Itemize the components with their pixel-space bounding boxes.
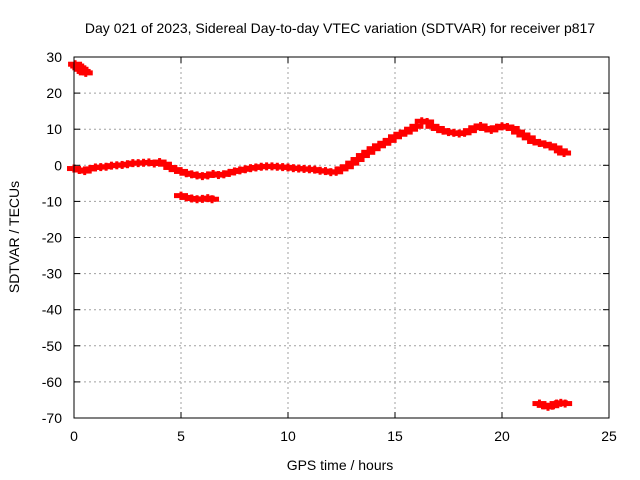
data-point bbox=[558, 399, 573, 408]
y-tick-label: -10 bbox=[42, 193, 62, 209]
x-tick-label: 0 bbox=[70, 428, 78, 444]
y-tick-label: -60 bbox=[42, 374, 62, 390]
data-point bbox=[78, 68, 93, 77]
x-tick-label: 10 bbox=[280, 428, 296, 444]
data-points bbox=[67, 60, 573, 411]
y-tick-label: 0 bbox=[54, 157, 62, 173]
chart-title: Day 021 of 2023, Sidereal Day-to-day VTE… bbox=[85, 20, 595, 36]
y-tick-label: 20 bbox=[46, 85, 62, 101]
data-point bbox=[205, 195, 220, 204]
x-tick-label: 20 bbox=[494, 428, 510, 444]
y-tick-label: -50 bbox=[42, 338, 62, 354]
y-tick-label: -30 bbox=[42, 266, 62, 282]
data-point bbox=[557, 149, 572, 158]
y-tick-label: -70 bbox=[42, 410, 62, 426]
x-tick-label: 25 bbox=[601, 428, 617, 444]
axis-ticks: 0 5 10 15 20 25 30 20 10 0 -10 -20 -30 -40 -50 -60 -70 bbox=[42, 49, 617, 444]
y-tick-label: 30 bbox=[46, 49, 62, 65]
x-axis-label: GPS time / hours bbox=[287, 457, 394, 473]
x-tick-label: 15 bbox=[387, 428, 403, 444]
x-tick-label: 5 bbox=[177, 428, 185, 444]
y-axis-label: SDTVAR / TECUs bbox=[6, 181, 22, 293]
grid-lines bbox=[74, 57, 609, 418]
y-tick-label: -40 bbox=[42, 302, 62, 318]
y-tick-label: 10 bbox=[46, 121, 62, 137]
y-tick-label: -20 bbox=[42, 230, 62, 246]
